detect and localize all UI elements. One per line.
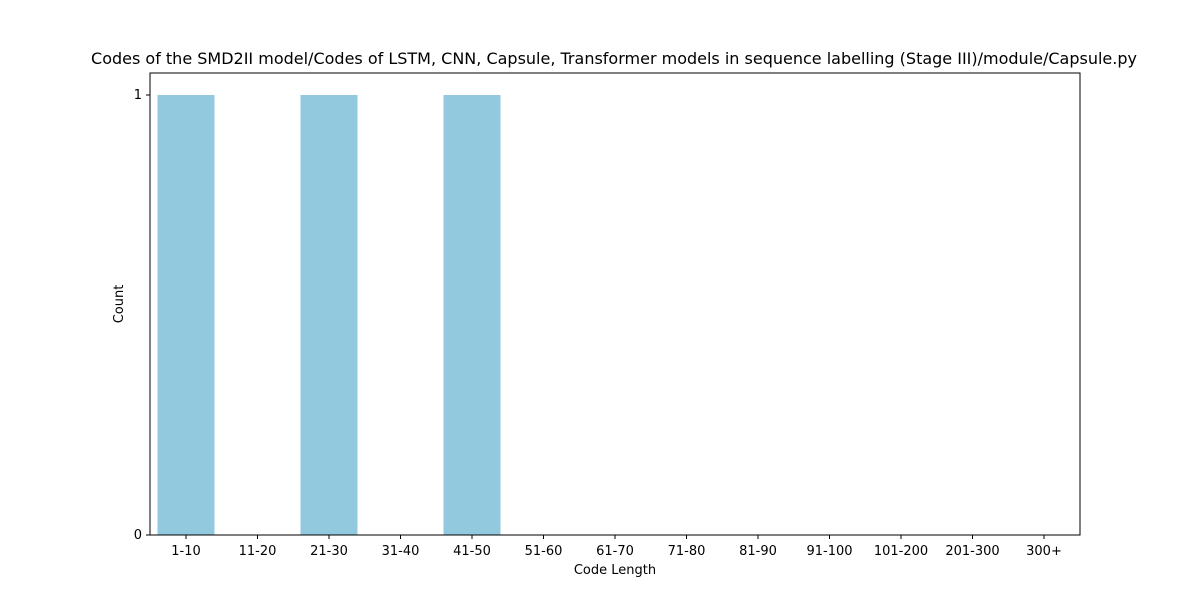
x-tick-label: 41-50 <box>453 544 491 559</box>
x-tick-label: 91-100 <box>806 544 852 559</box>
bar-21-30 <box>300 95 358 535</box>
x-axis: 1-10 11-20 21-30 31-40 41-50 51-60 61-70 71-80 8… <box>171 535 1062 559</box>
bar-1-10 <box>157 95 215 535</box>
x-tick-label: 51-60 <box>525 544 563 559</box>
x-tick-label: 300+ <box>1026 544 1062 559</box>
y-tick-label: 0 <box>134 528 142 543</box>
x-tick-label: 1-10 <box>171 544 201 559</box>
x-tick-label: 61-70 <box>596 544 634 559</box>
y-axis: 01 <box>134 88 150 543</box>
x-tick-label: 71-80 <box>668 544 706 559</box>
y-axis-label: Count <box>112 285 127 324</box>
x-tick-label: 11-20 <box>239 544 277 559</box>
x-axis-label: Code Length <box>574 563 656 578</box>
bars-group <box>157 95 501 535</box>
x-tick-label: 201-300 <box>945 544 999 559</box>
plot-frame <box>149 72 1081 536</box>
x-tick-label: 21-30 <box>310 544 348 559</box>
x-tick-label: 81-90 <box>739 544 777 559</box>
x-tick-label: 31-40 <box>382 544 420 559</box>
y-tick-label: 1 <box>134 88 142 103</box>
chart-title: Codes of the SMD2II model/Codes of LSTM,… <box>91 49 1137 68</box>
x-tick-label: 101-200 <box>874 544 928 559</box>
bar-41-50 <box>443 95 501 535</box>
